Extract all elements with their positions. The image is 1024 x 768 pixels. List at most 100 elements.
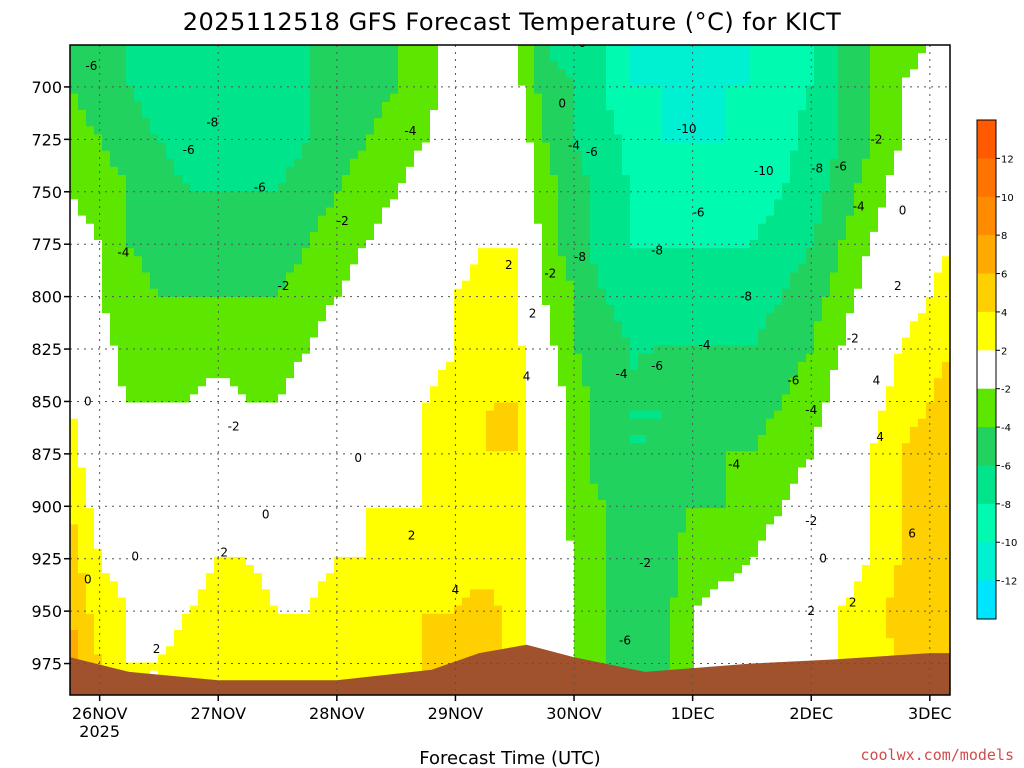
- field-cell: [230, 280, 239, 290]
- field-cell: [438, 321, 447, 330]
- field-cell: [534, 613, 543, 623]
- field-cell: [174, 361, 183, 371]
- field-cell: [478, 597, 487, 607]
- field-cell: [262, 280, 271, 290]
- field-cell: [502, 248, 511, 257]
- field-cell: [86, 491, 95, 501]
- field-cell: [278, 353, 287, 363]
- field-cell: [518, 183, 527, 192]
- field-cell: [262, 191, 271, 200]
- field-cell: [294, 378, 303, 387]
- field-cell: [78, 166, 87, 176]
- field-cell: [302, 101, 311, 111]
- field-cell: [150, 118, 159, 127]
- field-cell: [478, 361, 487, 371]
- field-cell: [142, 662, 151, 672]
- field-cell: [174, 638, 183, 647]
- field-cell: [110, 491, 119, 501]
- field-cell: [198, 53, 207, 62]
- field-cell: [462, 183, 471, 192]
- field-cell: [198, 500, 207, 509]
- field-cell: [470, 175, 479, 184]
- field-cell: [462, 77, 471, 87]
- field-cell: [198, 101, 207, 111]
- field-cell: [102, 329, 111, 339]
- field-cell: [334, 483, 343, 493]
- field-cell: [422, 361, 431, 371]
- field-cell: [374, 199, 383, 209]
- field-cell: [318, 296, 327, 306]
- field-cell: [254, 581, 263, 590]
- field-cell: [422, 467, 431, 477]
- field-cell: [294, 288, 303, 298]
- field-cell: [382, 256, 391, 265]
- field-cell: [446, 532, 455, 542]
- field-cell: [166, 134, 175, 144]
- field-cell: [270, 500, 279, 509]
- field-cell: [366, 573, 375, 582]
- field-cell: [550, 134, 559, 144]
- field-cell: [94, 69, 103, 79]
- field-cell: [430, 118, 439, 127]
- field-cell: [86, 418, 95, 428]
- field-cell: [326, 264, 335, 274]
- field-cell: [158, 662, 167, 672]
- field-cell: [342, 630, 351, 639]
- field-cell: [230, 296, 239, 306]
- field-cell: [454, 118, 463, 127]
- field-cell: [558, 483, 567, 493]
- field-cell: [510, 280, 519, 290]
- field-cell: [142, 418, 151, 428]
- field-cell: [390, 240, 399, 249]
- field-cell: [390, 483, 399, 493]
- field-cell: [142, 402, 151, 412]
- field-cell: [134, 69, 143, 79]
- field-cell: [398, 654, 407, 664]
- field-cell: [550, 150, 559, 160]
- field-cell: [478, 110, 487, 119]
- field-cell: [182, 264, 191, 274]
- field-cell: [126, 605, 135, 615]
- field-cell: [70, 93, 79, 103]
- field-cell: [286, 475, 295, 485]
- field-cell: [150, 53, 159, 62]
- field-cell: [366, 142, 375, 152]
- field-cell: [142, 605, 151, 615]
- field-cell: [230, 142, 239, 152]
- field-cell: [78, 443, 87, 452]
- field-cell: [310, 630, 319, 639]
- field-cell: [94, 215, 103, 225]
- field-cell: [366, 183, 375, 192]
- field-cell: [270, 126, 279, 135]
- field-cell: [86, 524, 95, 534]
- field-cell: [238, 158, 247, 168]
- field-cell: [542, 410, 551, 420]
- field-cell: [566, 61, 575, 70]
- field-cell: [422, 166, 431, 176]
- field-cell: [126, 215, 135, 225]
- field-cell: [318, 215, 327, 225]
- field-cell: [534, 337, 543, 347]
- field-cell: [206, 110, 215, 119]
- field-cell: [486, 361, 495, 371]
- field-cell: [494, 410, 503, 420]
- field-cell: [334, 110, 343, 119]
- field-cell: [438, 605, 447, 615]
- field-cell: [126, 467, 135, 477]
- field-cell: [550, 475, 559, 485]
- field-cell: [262, 288, 271, 298]
- field-cell: [326, 532, 335, 542]
- field-cell: [398, 597, 407, 607]
- field-cell: [158, 483, 167, 493]
- field-cell: [454, 621, 463, 631]
- field-cell: [470, 166, 479, 176]
- field-cell: [422, 646, 431, 655]
- field-cell: [318, 556, 327, 566]
- field-cell: [246, 630, 255, 639]
- field-cell: [142, 500, 151, 509]
- field-cell: [254, 361, 263, 371]
- field-cell: [398, 491, 407, 501]
- field-cell: [470, 134, 479, 144]
- field-cell: [518, 61, 527, 70]
